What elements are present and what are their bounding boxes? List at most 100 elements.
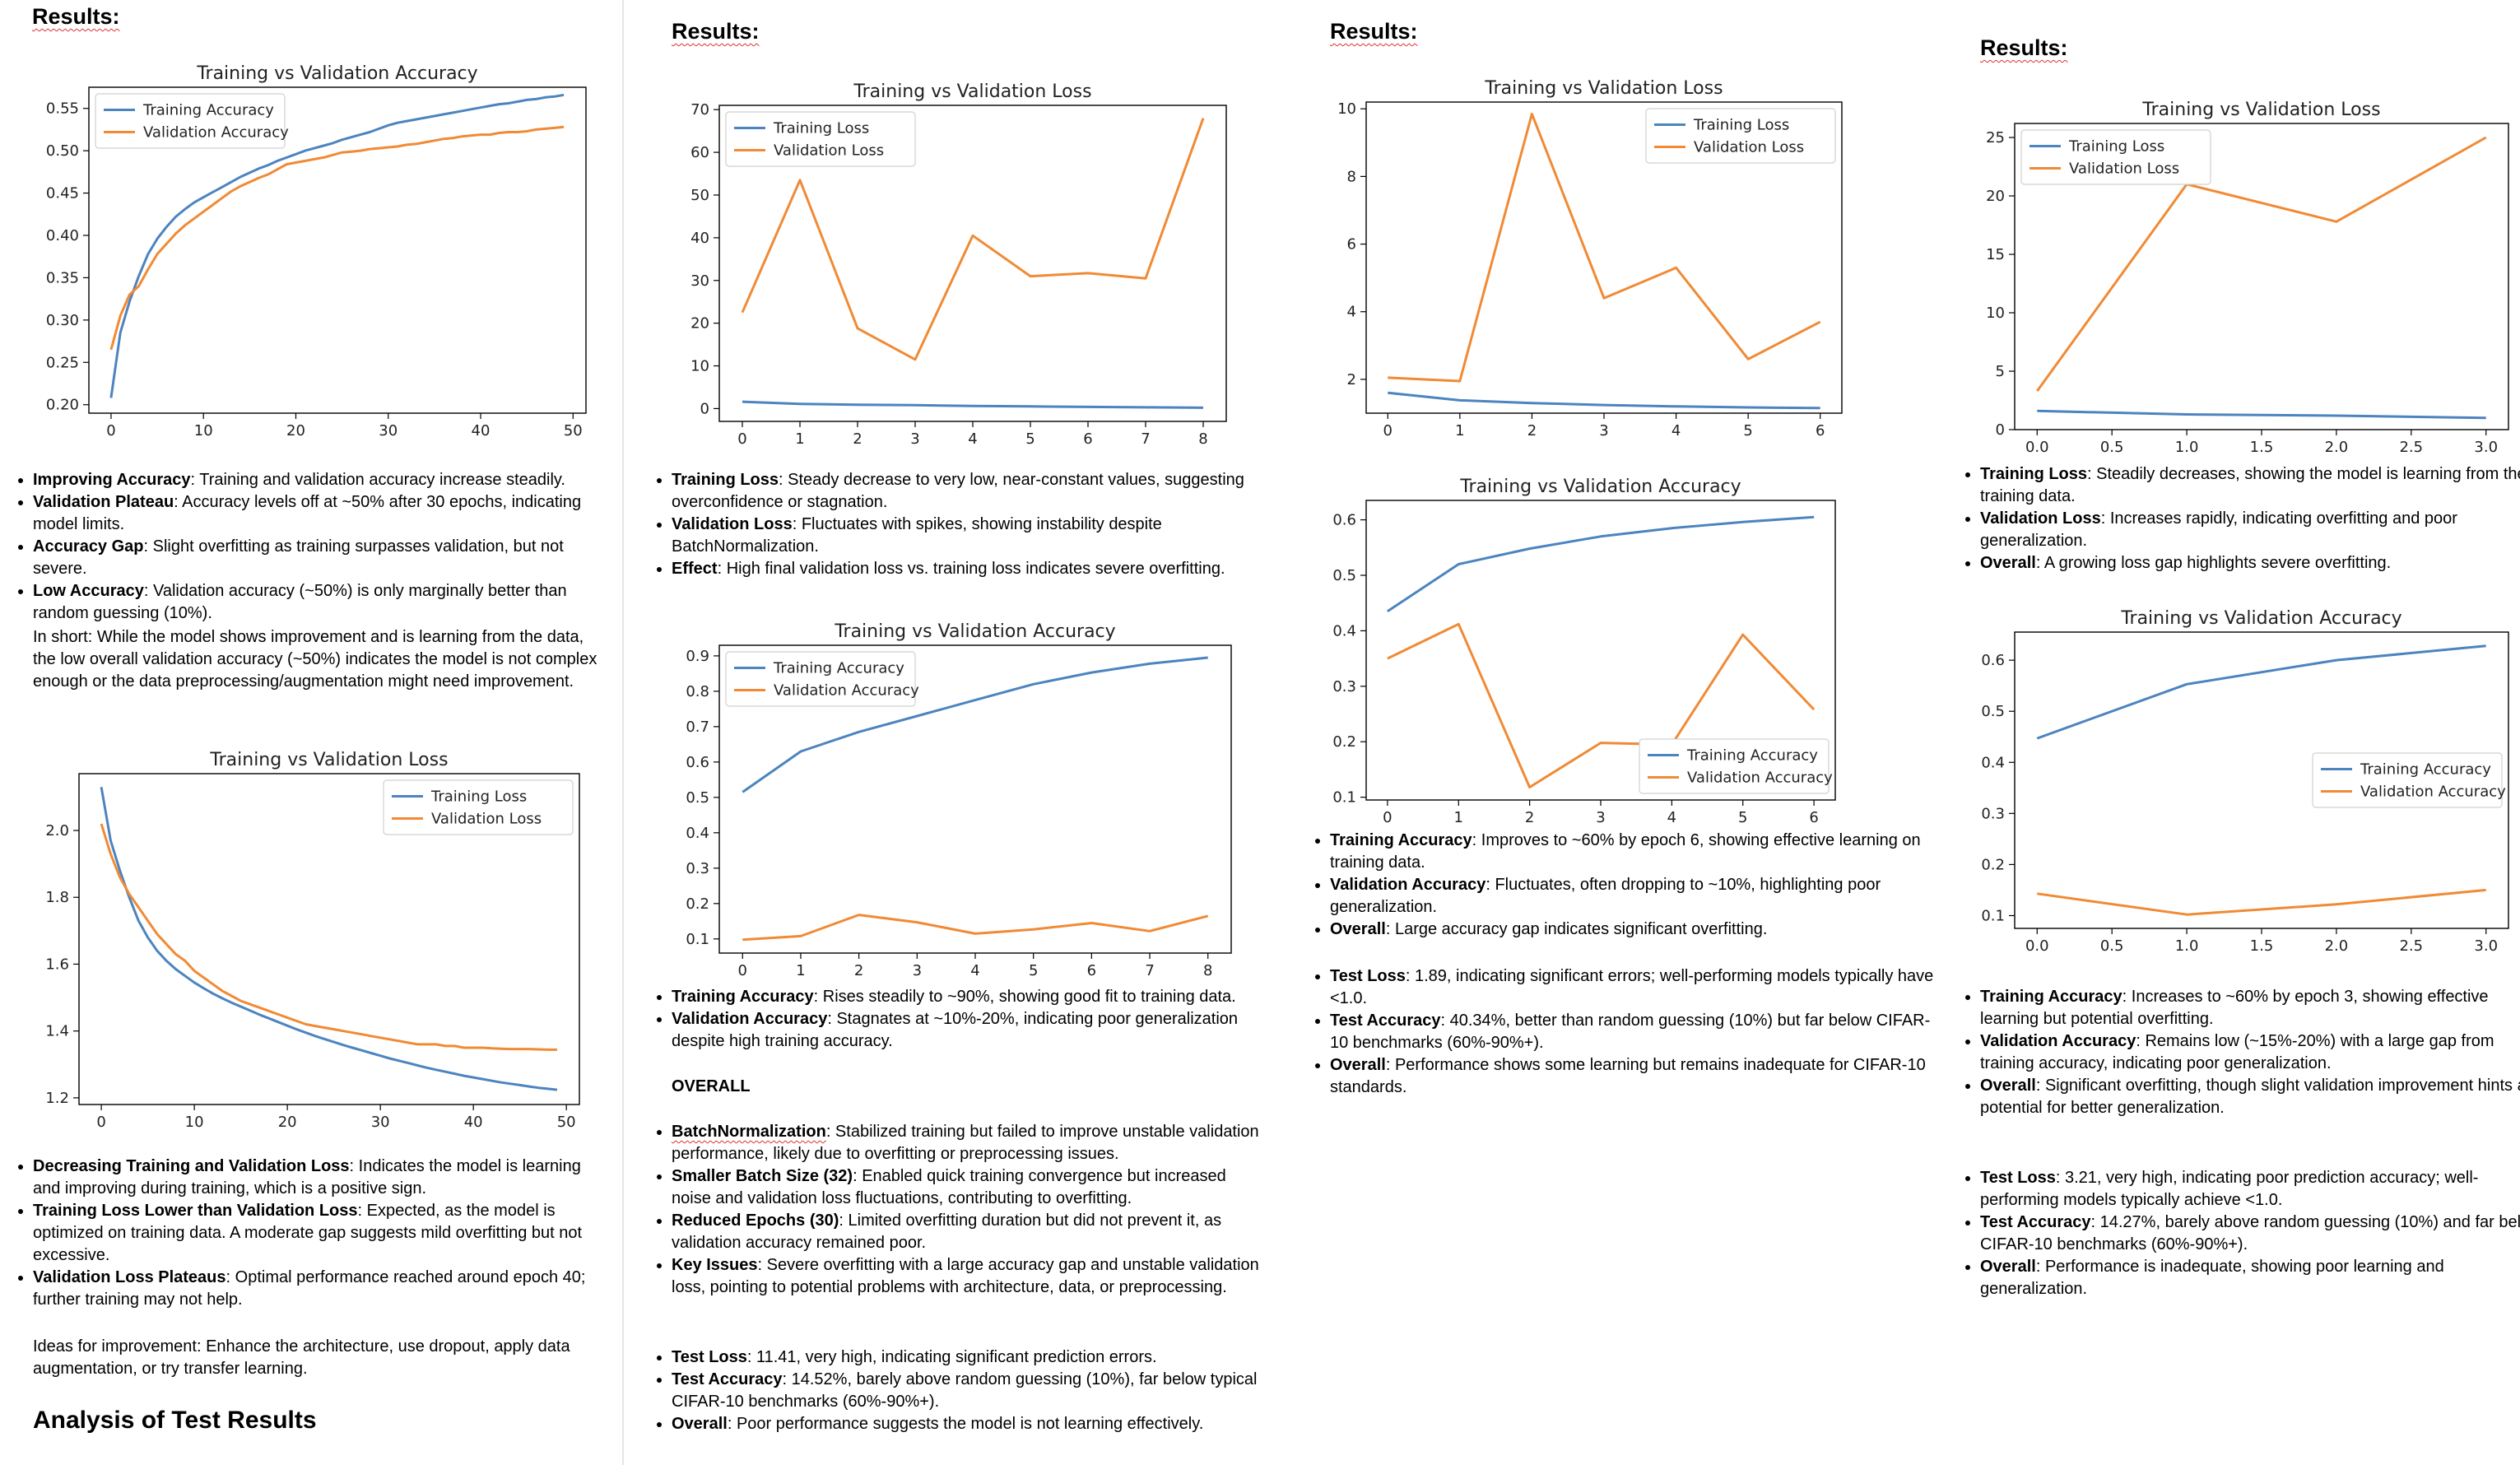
x-tick-label: 1 xyxy=(796,962,805,979)
results-heading: Results: xyxy=(1330,19,1418,44)
results-heading: Results: xyxy=(32,4,120,29)
y-tick-label: 15 xyxy=(1986,246,2005,263)
bullet-term: Test Loss xyxy=(672,1348,747,1366)
x-tick-label: 30 xyxy=(371,1114,390,1131)
y-tick-label: 0.3 xyxy=(1981,805,2005,822)
y-tick-label: 0 xyxy=(1996,421,2005,439)
chart-title: Training vs Validation Accuracy xyxy=(2120,608,2401,629)
x-tick-label: 0 xyxy=(1383,809,1392,826)
bullet-term: Training Accuracy xyxy=(1980,988,2122,1006)
legend-label: Validation Accuracy xyxy=(774,682,919,700)
y-tick-label: 0.6 xyxy=(686,754,709,771)
x-tick-label: 0 xyxy=(738,962,747,979)
bullet-term: Validation Accuracy xyxy=(672,1010,828,1028)
x-tick-label: 4 xyxy=(1671,422,1681,440)
y-tick-label: 0.3 xyxy=(686,860,709,877)
series-line-0 xyxy=(109,93,565,398)
column-2: Results: Training vs Validation Loss 0 1 2 3… xyxy=(637,0,1295,1465)
y-tick-label: 0.1 xyxy=(686,931,709,948)
legend-box xyxy=(2020,129,2211,185)
chart-svg: Training vs Validation Accuracy 0.0 0.5 1.0… xyxy=(1981,608,2509,955)
list-item: Overall: Performance shows some learning… xyxy=(1330,1054,1947,1099)
y-tick-label: 0.4 xyxy=(1332,622,1356,639)
series-line-0 xyxy=(100,786,558,1091)
x-tick-label: 2.5 xyxy=(2399,439,2423,456)
legend-label: Training Loss xyxy=(1693,117,1789,134)
bullet-text: : Limited overfitting duration but did n… xyxy=(672,1212,1222,1252)
bullet-text: : Rises steadily to ~90%, showing good f… xyxy=(813,988,1236,1006)
x-tick-label: 0.0 xyxy=(2025,439,2049,456)
bullet-list: Training Accuracy: Improves to ~60% by e… xyxy=(1297,830,1947,941)
summary-paragraph: In short: While the model shows improvem… xyxy=(33,628,597,691)
chart-legend: Training Accuracy Validation Accuracy xyxy=(95,93,289,149)
bullet-term: Test Accuracy xyxy=(1980,1213,2091,1231)
list-item: Training Loss: Steady decrease to very l… xyxy=(672,469,1264,514)
chart-accuracy-3: Training vs Validation Accuracy 0 1 2 3 4 5 6 0.… xyxy=(1295,466,1970,826)
y-tick-label: 70 xyxy=(690,101,709,119)
chart-loss-2: Training vs Validation Loss 0 1 2 3 4 5 6 7 8 0 10 2… xyxy=(637,71,1295,448)
x-tick-label: 1.5 xyxy=(2250,439,2274,456)
list-item: Reduced Epochs (30): Limited overfitting… xyxy=(672,1210,1264,1254)
chart-legend: Training Accuracy Validation Accuracy xyxy=(725,651,919,707)
bullet-text: : 14.27%, barely above random guessing (… xyxy=(1980,1213,2520,1253)
legend-box xyxy=(1645,108,1836,164)
list-item: Validation Accuracy: Fluctuates, often d… xyxy=(1330,874,1947,919)
y-tick-label: 0.25 xyxy=(46,354,79,371)
column-divider xyxy=(622,0,624,1465)
list-item: Validation Plateau: Accuracy levels off … xyxy=(33,491,609,536)
list-item: Validation Loss Plateaus: Optimal perfor… xyxy=(33,1267,609,1311)
x-tick-label: 1 xyxy=(1455,422,1464,440)
bullet-text: : Slight overfitting as training surpass… xyxy=(33,537,564,578)
y-tick-label: 0.20 xyxy=(46,397,79,414)
y-tick-label: 20 xyxy=(690,315,709,333)
bullet-text: : 1.89, indicating significant errors; w… xyxy=(1330,967,1934,1007)
chart-title: Training vs Validation Loss xyxy=(2141,100,2380,120)
plot-frame xyxy=(78,773,580,1105)
x-tick-label: 0 xyxy=(737,430,746,448)
y-tick-label: 0.2 xyxy=(686,895,709,913)
chart-accuracy-1: Training vs Validation Accuracy 0 10 20 30 40… xyxy=(0,54,622,440)
bullet-term: Validation Accuracy xyxy=(1980,1032,2136,1050)
x-tick-label: 50 xyxy=(557,1114,576,1131)
bullet-list: Training Loss: Steadily decreases, showi… xyxy=(1947,463,2520,574)
x-tick-label: 3 xyxy=(1599,422,1608,440)
x-tick-label: 3 xyxy=(1596,809,1605,826)
bullet-text: : Steady decrease to very low, near-cons… xyxy=(672,471,1244,511)
bullet-term: Validation Plateau xyxy=(33,493,174,511)
bullet-list: Test Loss: 11.41, very high, indicating … xyxy=(639,1346,1264,1435)
legend-label: Validation Loss xyxy=(431,811,542,828)
list-item: Overall: Poor performance suggests the m… xyxy=(672,1413,1264,1435)
y-tick-label: 50 xyxy=(690,187,709,204)
series-line-1 xyxy=(741,118,1205,361)
list-item: Test Loss: 3.21, very high, indicating p… xyxy=(1980,1167,2520,1212)
y-tick-label: 1.6 xyxy=(45,956,69,973)
chart-title: Training vs Validation Accuracy xyxy=(196,63,477,84)
x-tick-label: 40 xyxy=(464,1114,483,1131)
chart-svg: Training vs Validation Accuracy 0 10 20 30 40… xyxy=(46,63,587,440)
y-tick-label: 60 xyxy=(690,144,709,161)
x-tick-label: 0 xyxy=(106,422,115,440)
bullet-term: Training Loss Lower than Validation Loss xyxy=(33,1202,358,1220)
bullet-term: Overall xyxy=(672,1415,728,1433)
x-tick-label: 0 xyxy=(1383,422,1393,440)
legend-label: Validation Loss xyxy=(1694,139,1804,156)
bullet-text: : Performance is inadequate, showing poo… xyxy=(1980,1258,2444,1298)
chart-legend: Training Loss Validation Loss xyxy=(2020,129,2211,185)
x-tick-label: 10 xyxy=(185,1114,204,1131)
x-tick-label: 0.5 xyxy=(2100,937,2124,955)
chart-loss-3: Training vs Validation Loss 0 1 2 3 4 5 6 2 4 6 8 10… xyxy=(1295,71,1970,440)
list-item: Test Accuracy: 14.27%, barely above rand… xyxy=(1980,1212,2520,1256)
x-tick-label: 20 xyxy=(278,1114,297,1131)
chart-title: Training vs Validation Accuracy xyxy=(834,621,1115,642)
bullet-term: BatchNormalization xyxy=(672,1123,826,1141)
bullet-term: Test Loss xyxy=(1330,967,1406,985)
list-item: Training Accuracy: Rises steadily to ~90… xyxy=(672,986,1264,1008)
x-tick-label: 3.0 xyxy=(2474,937,2498,955)
series-line-0 xyxy=(2037,409,2486,420)
bullet-list: BatchNormalization: Stabilized training … xyxy=(639,1121,1264,1299)
y-tick-label: 0.8 xyxy=(686,683,709,700)
list-item: Training Accuracy: Increases to ~60% by … xyxy=(1980,986,2520,1030)
x-tick-label: 2 xyxy=(1525,809,1534,826)
chart-svg: Training vs Validation Loss 0 1 2 3 4 5 6 2 4 6 8 10… xyxy=(1337,78,1843,440)
x-tick-label: 3 xyxy=(913,962,922,979)
